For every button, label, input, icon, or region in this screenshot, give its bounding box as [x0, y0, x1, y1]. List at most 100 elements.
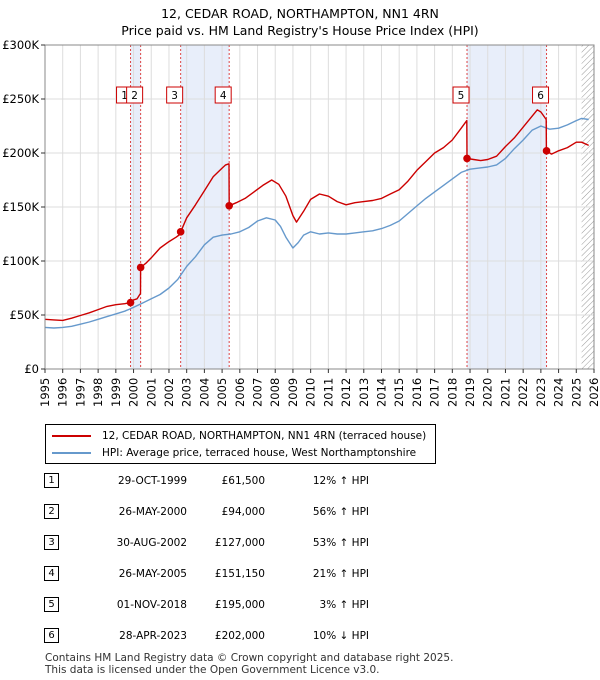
- x-tick-label: 2009: [286, 378, 300, 407]
- sale-number-badge: 6: [44, 628, 59, 643]
- sale-point: [542, 147, 551, 155]
- sale-price: £127,000: [214, 537, 265, 549]
- hpi-line: [44, 117, 589, 329]
- sale-hpi-diff: 10% ↓ HPI: [312, 630, 369, 642]
- y-tick-label: £250K: [2, 92, 39, 106]
- x-tick-label: 2004: [197, 378, 211, 407]
- sale-point: [463, 154, 471, 163]
- x-tick-label: 2014: [374, 378, 388, 407]
- sale-price: £151,150: [214, 568, 265, 580]
- sale-point: [176, 228, 185, 236]
- x-tick-label: 2005: [215, 378, 229, 407]
- sale-point: [126, 298, 135, 307]
- x-tick-label: 2024: [552, 378, 566, 407]
- sale-label: 6: [532, 86, 550, 104]
- table-row: 4 26-MAY-2005 £151,150 21% ↑ HPI: [0, 563, 600, 585]
- sale-price: £94,000: [221, 506, 265, 518]
- x-tick-label: 1995: [38, 378, 52, 407]
- y-tick-label: £150K: [2, 200, 39, 214]
- sale-label-box: [214, 86, 232, 104]
- y-tick-label: £100K: [2, 254, 39, 268]
- x-tick-label: 2020: [481, 378, 495, 407]
- sale-number-badge: 3: [44, 535, 59, 550]
- x-tick-label: 2003: [180, 378, 194, 407]
- legend-swatch-property: [52, 435, 91, 437]
- legend-label-property: 12, CEDAR ROAD, NORTHAMPTON, NN1 4RN (te…: [102, 430, 427, 442]
- footer-licence: This data is licensed under the Open Gov…: [45, 664, 380, 676]
- sale-date: 26-MAY-2005: [118, 568, 187, 580]
- sale-date: 29-OCT-1999: [118, 475, 187, 487]
- sale-label-text: 4: [220, 90, 227, 102]
- legend-item-property: 12, CEDAR ROAD, NORTHAMPTON, NN1 4RN (te…: [52, 428, 426, 444]
- sale-point: [225, 201, 233, 210]
- x-tick-label: 2026: [587, 378, 600, 407]
- x-tick-label: 2006: [233, 378, 247, 407]
- sale-number-badge: 5: [44, 597, 59, 612]
- x-tick-label: 2022: [516, 378, 530, 407]
- sale-label-box: [166, 86, 184, 104]
- chart-title: 12, CEDAR ROAD, NORTHAMPTON, NN1 4RN: [161, 6, 439, 21]
- y-tick-label: £300K: [2, 38, 39, 52]
- x-tick-label: 2002: [162, 378, 176, 407]
- sale-label: 5: [452, 86, 470, 104]
- x-tick-label: 2001: [144, 378, 158, 407]
- table-row: 6 28-APR-2023 £202,000 10% ↓ HPI: [0, 625, 600, 647]
- x-tick-label: 2012: [339, 378, 353, 407]
- legend-label-hpi: HPI: Average price, terraced house, West…: [102, 447, 417, 459]
- y-tick-label: £50K: [10, 308, 40, 322]
- table-row: 2 26-MAY-2000 £94,000 56% ↑ HPI: [0, 501, 600, 523]
- x-tick-label: 2019: [463, 378, 477, 407]
- x-tick-label: 1999: [109, 378, 123, 407]
- sale-number-badge: 2: [44, 504, 59, 519]
- x-tick-label: 2013: [357, 378, 371, 407]
- sale-number-badge: 4: [44, 566, 59, 581]
- x-tick-label: 1996: [56, 378, 70, 407]
- x-tick-label: 2015: [392, 378, 406, 407]
- sale-label: 3: [166, 86, 184, 104]
- sale-hpi-diff: 21% ↑ HPI: [312, 568, 369, 580]
- x-tick-label: 2018: [445, 378, 459, 407]
- y-tick-label: £200K: [2, 146, 39, 160]
- x-tick-label: 2025: [569, 378, 583, 407]
- sale-date: 30-AUG-2002: [116, 537, 187, 549]
- sale-label-text: 2: [131, 90, 138, 102]
- x-tick-label: 2021: [498, 378, 512, 407]
- sale-hpi-diff: 56% ↑ HPI: [312, 506, 369, 518]
- sale-hpi-diff: 53% ↑ HPI: [312, 537, 369, 549]
- sale-hpi-diff: 12% ↑ HPI: [312, 475, 369, 487]
- table-row: 3 30-AUG-2002 £127,000 53% ↑ HPI: [0, 532, 600, 554]
- y-tick-label: £0: [24, 362, 39, 376]
- sale-label-box: [532, 86, 550, 104]
- sale-hpi-diff: 3% ↑ HPI: [319, 599, 369, 611]
- x-tick-label: 1997: [73, 378, 87, 407]
- table-row: 1 29-OCT-1999 £61,500 12% ↑ HPI: [0, 470, 600, 492]
- x-tick-label: 1998: [91, 378, 105, 407]
- legend-item-hpi: HPI: Average price, terraced house, West…: [52, 445, 416, 461]
- legend-swatch-hpi: [52, 452, 91, 454]
- sale-price: £202,000: [214, 630, 265, 642]
- x-tick-label: 2023: [534, 378, 548, 407]
- sale-price: £195,000: [214, 599, 265, 611]
- sale-date: 01-NOV-2018: [116, 599, 187, 611]
- sale-label: 4: [214, 86, 232, 104]
- x-tick-label: 2000: [127, 378, 141, 407]
- sale-label: 2: [126, 86, 144, 104]
- sale-label-text: 6: [537, 90, 544, 102]
- sale-number-badge: 1: [44, 473, 59, 488]
- sale-label-text: 3: [171, 90, 178, 102]
- x-tick-label: 2010: [304, 378, 318, 407]
- x-tick-label: 2007: [251, 378, 265, 407]
- sale-date: 26-MAY-2000: [118, 506, 187, 518]
- sale-date: 28-APR-2023: [119, 630, 187, 642]
- x-tick-label: 2017: [428, 378, 442, 407]
- x-tick-label: 2008: [268, 378, 282, 407]
- chart-subtitle: Price paid vs. HM Land Registry's House …: [121, 23, 479, 38]
- sale-point: [136, 263, 145, 272]
- x-tick-label: 2016: [410, 378, 424, 407]
- footer-copyright: Contains HM Land Registry data © Crown c…: [45, 652, 454, 664]
- x-tick-label: 2011: [321, 378, 335, 407]
- sale-price: £61,500: [221, 475, 265, 487]
- property-price-line: [44, 109, 589, 322]
- sale-label-text: 1: [121, 90, 128, 102]
